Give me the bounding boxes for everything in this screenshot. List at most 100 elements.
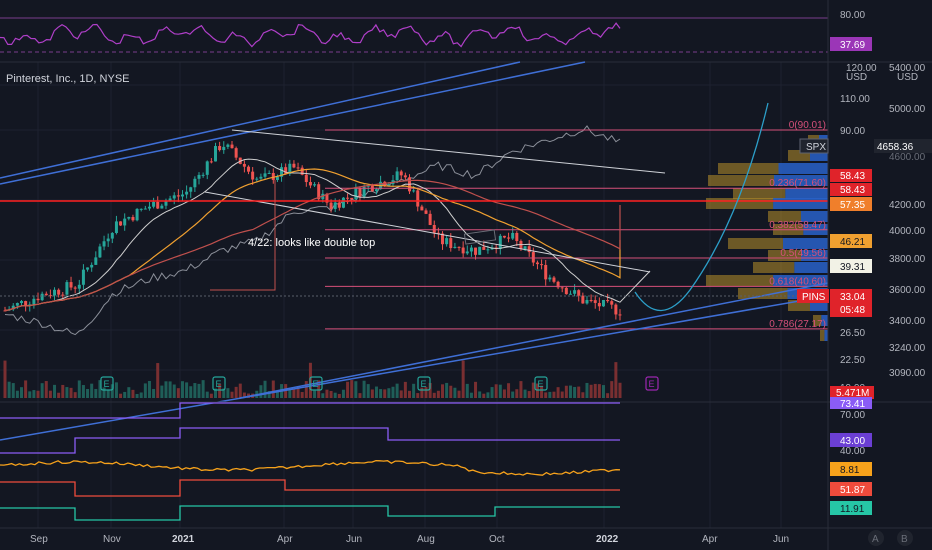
trend-lines[interactable] [0,61,829,441]
price-axis[interactable]: 120.00 USD 110.00 90.00 26.50 22.50 19.0… [797,63,877,399]
symbol-label-tag[interactable] [797,289,829,303]
time-axis-label: Apr [702,534,718,545]
fib-label: 0.236(71.60) [769,178,826,189]
candle-body [168,198,172,202]
scale-button-b[interactable] [897,530,913,546]
spx-current: 4658.36 [877,142,914,153]
spx-badge[interactable] [799,138,829,154]
wedge-lower-line[interactable] [204,191,651,273]
channel-upper-line-1[interactable] [0,61,521,179]
candle-body [597,302,601,307]
volume-profile [706,135,828,341]
candle-body [160,205,164,209]
wedge-upper-line[interactable] [231,129,666,174]
earnings-marker-icon[interactable] [417,376,431,391]
earnings-marker-label: E [421,379,427,389]
volume-bar [618,382,622,398]
channel-lower-line-1[interactable] [239,282,829,399]
volume-bar [387,388,391,398]
annotation-box[interactable] [463,229,497,245]
time-axis-label: Jun [346,534,362,545]
candle-body [226,144,230,147]
volume-bar [515,389,519,398]
candle-body [32,298,36,305]
candle-body [333,202,337,209]
price-tag-text: 39.31 [840,262,865,273]
candle-body [209,161,213,163]
volume-profile-row [820,330,825,341]
volume-bar [502,389,506,398]
candle-body [354,188,358,200]
projection-curve[interactable] [634,102,769,312]
volume-bar [325,389,329,398]
scale-button-b-label[interactable]: B [901,534,908,545]
symbol-header[interactable]: Pinterest, Inc., 1D, NYSE [6,73,130,85]
fib-label: 0.786(27.17) [769,319,826,330]
time-axis-label: Apr [277,534,293,545]
rsi-axis-tick: 80.00 [840,10,865,21]
volume-bar [511,391,515,398]
purple2-value-tag [830,433,872,447]
volume-profile-row [728,238,783,249]
volume-bar [469,392,473,398]
volume-bar [337,393,341,398]
ma-short-line [4,158,651,311]
volume-bar [507,383,511,398]
channel-upper-line-2[interactable] [0,61,586,185]
volume-profile-row [708,175,774,186]
volume-bar [395,383,399,398]
volume-bar [441,384,445,398]
volume-bar [209,393,213,398]
candle-body [486,249,490,251]
purple-indicator-line-2 [0,427,620,454]
volume-bar [486,392,490,398]
volume-profile-row [801,211,828,222]
candle-body [90,264,94,268]
volume-bar [81,385,85,398]
candle-body [164,201,168,206]
symbol-label[interactable]: PINS [802,292,826,303]
volume-bar [3,360,7,398]
earnings-marker-icon[interactable] [212,376,226,391]
price-tag [830,169,872,182]
earnings-marker-icon[interactable] [309,376,323,391]
candle-body [403,175,407,178]
spx-label[interactable]: SPX [806,142,826,153]
volume-bar [238,383,242,398]
earnings-marker-icon[interactable] [534,376,548,391]
candle-body [482,246,486,250]
scale-button-a-label[interactable]: A [872,534,879,545]
volume-bar [412,383,416,398]
time-axis[interactable]: Sep Nov 2021 Apr Jun Aug Oct 2022 Apr Ju… [30,534,789,545]
step-line [210,180,276,291]
volume-bar [123,391,127,398]
spx-axis[interactable]: 5400.00 USD 5000.00 4658.36 4600.00 4200… [874,63,932,379]
volume-bar [65,387,69,398]
annotation-text[interactable]: 4/22: looks like double top [248,237,375,249]
volume-bar [556,387,560,398]
volume-profile-row [810,300,828,311]
volume-bar [288,389,292,398]
teal-value: 11.91 [840,504,865,515]
candle-body [478,246,482,255]
volume-bar [172,384,176,398]
candle-body [20,301,24,304]
purple2-value: 43.00 [840,436,865,447]
channel-lower-line-2[interactable] [0,295,829,441]
candle-body [449,238,453,249]
volume-bar [606,393,610,398]
candle-body [560,287,564,289]
volume-bar [585,382,589,398]
candle-body [275,176,279,181]
volume-bar [32,390,36,398]
candle-body [197,174,201,179]
volume-bar [189,386,193,398]
earnings-marker-icon[interactable] [645,376,659,391]
volume-bar [267,391,271,398]
earnings-marker-icon[interactable] [100,376,114,391]
scale-button-a[interactable] [868,530,884,546]
candle-body [556,281,560,288]
candle-body [601,300,605,307]
